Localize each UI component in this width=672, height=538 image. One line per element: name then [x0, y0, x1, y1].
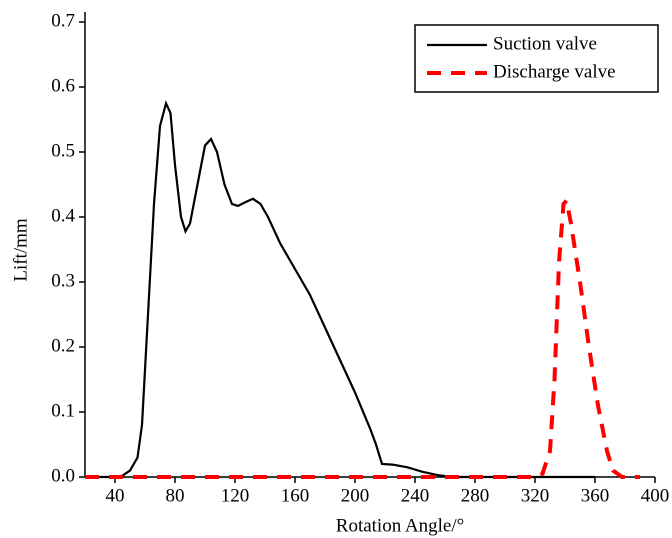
legend-label: Discharge valve — [493, 61, 616, 82]
y-axis-label: Lift/mm — [10, 218, 31, 282]
y-tick-label: 0.7 — [51, 10, 75, 31]
x-tick-label: 280 — [461, 485, 490, 506]
series-line — [85, 100, 595, 479]
x-tick-label: 360 — [581, 485, 610, 506]
x-tick-label: 240 — [401, 485, 430, 506]
y-tick-label: 0.5 — [51, 140, 75, 161]
x-tick-label: 200 — [341, 485, 370, 506]
y-tick-label: 0.6 — [51, 75, 75, 96]
x-tick-label: 120 — [221, 485, 250, 506]
legend-label: Suction valve — [493, 33, 597, 54]
y-tick-label: 0.2 — [51, 335, 75, 356]
x-tick-label: 80 — [166, 485, 185, 506]
x-tick-label: 400 — [641, 485, 670, 506]
x-tick-label: 160 — [281, 485, 310, 506]
x-tick-label: 320 — [521, 485, 550, 506]
legend-box — [414, 24, 659, 93]
y-tick-label: 0.1 — [51, 400, 75, 421]
y-tick-label: 0.3 — [51, 270, 75, 291]
y-tick-label: 0.4 — [51, 205, 75, 226]
y-tick-label: 0.0 — [51, 465, 75, 486]
x-axis-label: Rotation Angle/° — [336, 515, 464, 536]
x-tick-label: 40 — [106, 485, 125, 506]
series-line — [85, 196, 640, 479]
